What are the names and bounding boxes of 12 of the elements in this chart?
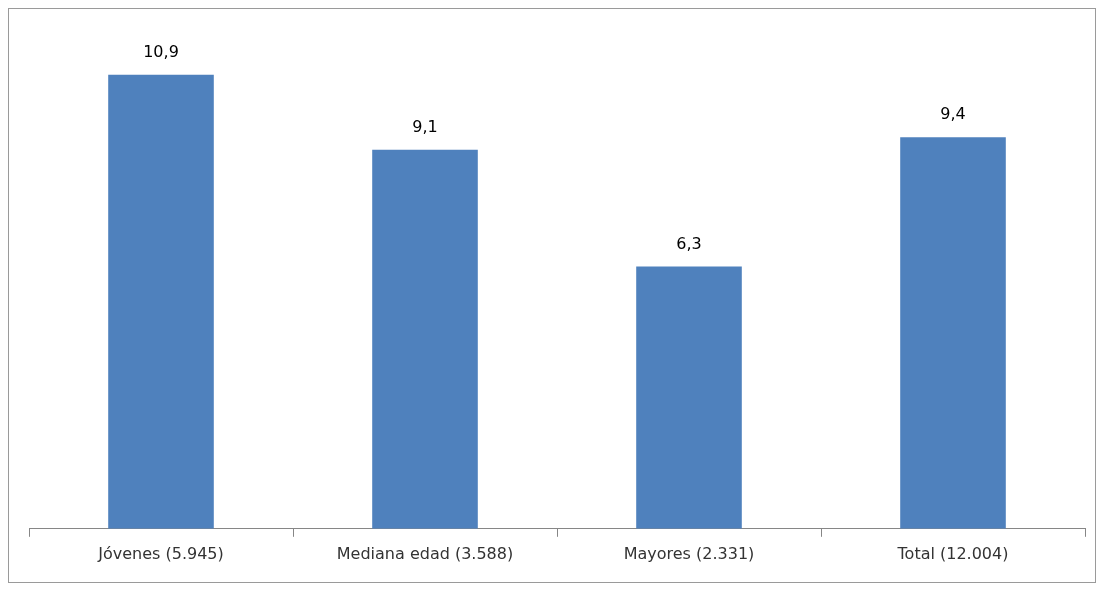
x-tick-label: Mediana edad (3.588)	[336, 543, 514, 563]
data-label: 9,1	[412, 116, 438, 136]
x-tick-label: Mayores (2.331)	[623, 543, 755, 563]
bar	[108, 74, 214, 529]
bar	[900, 137, 1006, 529]
bar	[372, 149, 478, 529]
data-label: 6,3	[676, 233, 702, 253]
x-tick-label: Total (12.004)	[896, 543, 1009, 563]
data-label: 10,9	[143, 41, 179, 61]
x-tick-label: Jóvenes (5.945)	[97, 543, 224, 563]
bar	[636, 266, 742, 529]
data-label: 9,4	[940, 104, 966, 124]
